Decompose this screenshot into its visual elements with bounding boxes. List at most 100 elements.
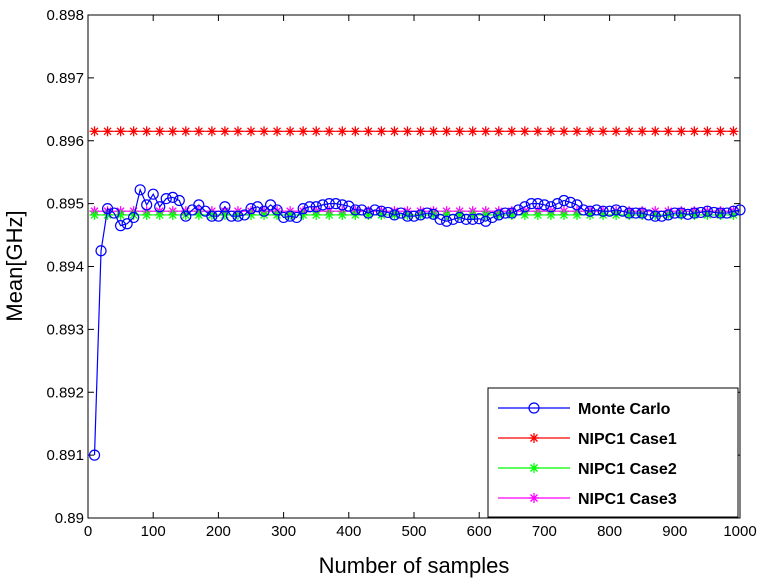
data-point — [401, 210, 414, 222]
data-point — [675, 207, 687, 219]
data-point — [298, 126, 309, 137]
data-point — [637, 126, 648, 137]
x-tick-label: 0 — [84, 523, 92, 540]
data-point — [323, 198, 335, 210]
legend-entry: NIPC1 Case1 — [498, 431, 677, 448]
data-point — [238, 209, 251, 221]
data-point — [708, 206, 720, 219]
x-tick-label: 600 — [467, 523, 492, 540]
data-point — [528, 402, 540, 414]
data-point — [701, 205, 714, 217]
data-point — [121, 218, 133, 230]
data-point — [160, 192, 172, 205]
series-layer — [88, 126, 746, 461]
data-point — [141, 199, 153, 211]
legend-label: NIPC1 Case1 — [578, 431, 677, 448]
data-point — [662, 209, 674, 221]
data-point — [545, 201, 557, 213]
data-point — [734, 204, 746, 216]
data-point — [558, 126, 569, 137]
legend: Monte Carlo NIPC1 Case1 NIPC1 Case2 NIPC1 C… — [487, 387, 739, 518]
x-tick-label: 700 — [532, 523, 557, 540]
data-point — [388, 209, 401, 221]
data-point — [337, 126, 348, 137]
data-point — [285, 126, 296, 137]
data-point — [447, 213, 459, 225]
y-tick-label: 0.897 — [46, 70, 84, 87]
data-point — [232, 126, 243, 137]
x-tick-label: 100 — [141, 523, 166, 540]
data-point — [206, 126, 217, 137]
data-point — [663, 126, 674, 137]
series-monte-carlo — [88, 184, 746, 461]
data-point — [590, 204, 603, 216]
data-point — [577, 204, 590, 216]
x-tick-label: 900 — [662, 523, 687, 540]
data-point — [115, 209, 126, 220]
data-point — [473, 213, 485, 225]
y-axis-title: Mean[GHz] — [2, 210, 27, 321]
x-tick-label: 400 — [336, 523, 361, 540]
data-point — [695, 206, 707, 219]
data-point — [324, 126, 335, 137]
data-point — [558, 209, 569, 220]
data-point — [363, 126, 374, 137]
data-point — [650, 126, 661, 137]
data-point — [421, 207, 433, 219]
data-point — [656, 210, 668, 222]
data-point — [408, 210, 420, 222]
data-point — [350, 126, 361, 137]
x-tick-label: 500 — [401, 523, 426, 540]
data-point — [115, 126, 126, 137]
data-point — [349, 204, 361, 216]
data-point — [271, 204, 283, 216]
data-point — [551, 198, 564, 210]
data-point — [689, 126, 700, 137]
data-point — [529, 433, 539, 443]
data-point — [272, 126, 283, 137]
data-point — [598, 126, 609, 137]
data-point — [529, 463, 539, 473]
data-point — [630, 207, 642, 219]
data-point — [715, 126, 726, 137]
data-point — [493, 209, 505, 221]
data-point — [636, 207, 648, 219]
data-point — [721, 207, 733, 219]
data-point — [212, 210, 224, 222]
y-tick-label: 0.895 — [46, 196, 84, 213]
data-point — [525, 198, 537, 210]
legend-entry: NIPC1 Case2 — [498, 461, 677, 478]
data-point — [669, 207, 681, 219]
x-tick-label: 1000 — [723, 523, 756, 540]
data-point — [454, 126, 465, 137]
data-point — [480, 126, 491, 137]
data-point — [611, 126, 622, 137]
data-point — [728, 126, 739, 137]
data-point — [572, 126, 582, 137]
data-point — [128, 126, 139, 137]
data-point — [88, 449, 101, 461]
data-point — [147, 188, 159, 200]
data-point — [95, 245, 107, 257]
y-axis-ticks: 0.89 0.891 0.892 0.893 0.894 0.895 0.896 0.897 0… — [46, 7, 740, 527]
data-point — [597, 205, 609, 217]
data-point — [134, 184, 146, 196]
data-point — [519, 126, 530, 137]
data-point — [414, 209, 427, 221]
legend-label: Monte Carlo — [578, 401, 671, 418]
data-point — [649, 210, 661, 222]
data-point — [512, 204, 524, 216]
data-point — [259, 209, 270, 220]
data-point — [89, 209, 100, 220]
data-point — [297, 203, 309, 215]
data-point — [291, 211, 303, 224]
y-tick-label: 0.893 — [46, 321, 84, 338]
data-point — [467, 213, 479, 225]
data-point — [585, 126, 596, 137]
data-point — [304, 201, 316, 213]
data-point — [246, 126, 256, 137]
data-point — [219, 201, 231, 213]
data-point — [180, 210, 192, 222]
data-point — [688, 207, 700, 219]
data-point — [324, 209, 335, 220]
